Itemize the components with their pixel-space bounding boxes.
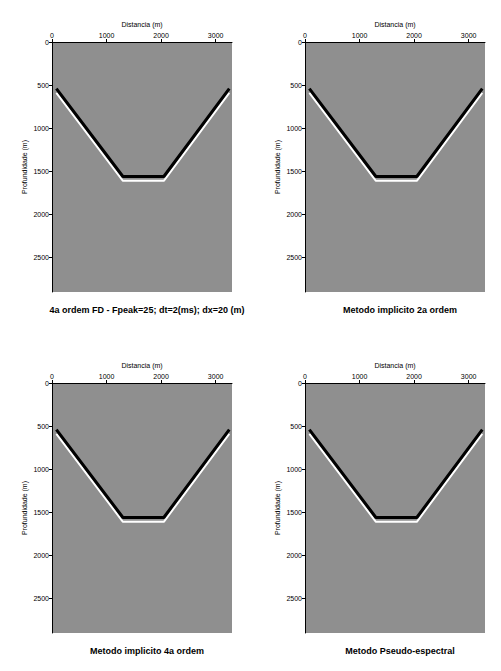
svg-text:0: 0 <box>50 373 54 380</box>
svg-text:0: 0 <box>298 39 302 46</box>
svg-text:2000: 2000 <box>33 211 49 218</box>
svg-text:3000: 3000 <box>461 373 477 380</box>
svg-text:Distancia (m): Distancia (m) <box>374 21 415 29</box>
svg-text:0: 0 <box>45 39 49 46</box>
svg-text:0: 0 <box>303 373 307 380</box>
svg-text:500: 500 <box>290 82 302 89</box>
svg-text:1000: 1000 <box>33 466 49 473</box>
svg-text:Profundidade (m): Profundidade (m) <box>274 481 282 535</box>
svg-text:Distancia (m): Distancia (m) <box>121 21 162 29</box>
svg-text:2000: 2000 <box>286 211 302 218</box>
svg-text:2500: 2500 <box>33 595 49 602</box>
svg-text:3000: 3000 <box>461 32 477 39</box>
svg-text:500: 500 <box>37 82 49 89</box>
svg-text:1500: 1500 <box>286 509 302 516</box>
svg-text:Profundidade (m): Profundidade (m) <box>274 140 282 194</box>
svg-text:500: 500 <box>290 423 302 430</box>
svg-text:Metodo implicito 2a ordem: Metodo implicito 2a ordem <box>343 305 457 315</box>
svg-text:4a ordem FD - Fpeak=25; dt=2(m: 4a ordem FD - Fpeak=25; dt=2(ms); dx=20 … <box>50 305 245 315</box>
svg-text:2500: 2500 <box>286 595 302 602</box>
svg-text:0: 0 <box>50 32 54 39</box>
svg-text:500: 500 <box>37 423 49 430</box>
svg-text:1000: 1000 <box>352 373 368 380</box>
svg-text:0: 0 <box>303 32 307 39</box>
svg-text:1000: 1000 <box>352 32 368 39</box>
svg-text:1000: 1000 <box>99 32 115 39</box>
svg-text:2000: 2000 <box>153 373 169 380</box>
svg-text:1500: 1500 <box>33 509 49 516</box>
svg-text:0: 0 <box>45 380 49 387</box>
svg-text:1500: 1500 <box>33 168 49 175</box>
svg-text:1000: 1000 <box>99 373 115 380</box>
svg-text:2000: 2000 <box>406 373 422 380</box>
svg-text:2000: 2000 <box>33 552 49 559</box>
svg-text:Metodo Pseudo-espectral: Metodo Pseudo-espectral <box>345 646 455 656</box>
svg-text:1000: 1000 <box>286 125 302 132</box>
svg-text:3000: 3000 <box>208 373 224 380</box>
svg-text:1000: 1000 <box>33 125 49 132</box>
svg-text:Profundidade (m): Profundidade (m) <box>21 481 29 535</box>
svg-text:2000: 2000 <box>286 552 302 559</box>
svg-text:1000: 1000 <box>286 466 302 473</box>
svg-text:0: 0 <box>298 380 302 387</box>
svg-text:2500: 2500 <box>286 254 302 261</box>
svg-text:Distancia (m): Distancia (m) <box>374 362 415 370</box>
svg-text:3000: 3000 <box>208 32 224 39</box>
svg-text:Profundidade (m): Profundidade (m) <box>21 140 29 194</box>
svg-text:Metodo implicito 4a ordem: Metodo implicito 4a ordem <box>90 646 204 656</box>
svg-text:2000: 2000 <box>153 32 169 39</box>
svg-text:2000: 2000 <box>406 32 422 39</box>
svg-text:1500: 1500 <box>286 168 302 175</box>
svg-text:2500: 2500 <box>33 254 49 261</box>
svg-text:Distancia (m): Distancia (m) <box>121 362 162 370</box>
